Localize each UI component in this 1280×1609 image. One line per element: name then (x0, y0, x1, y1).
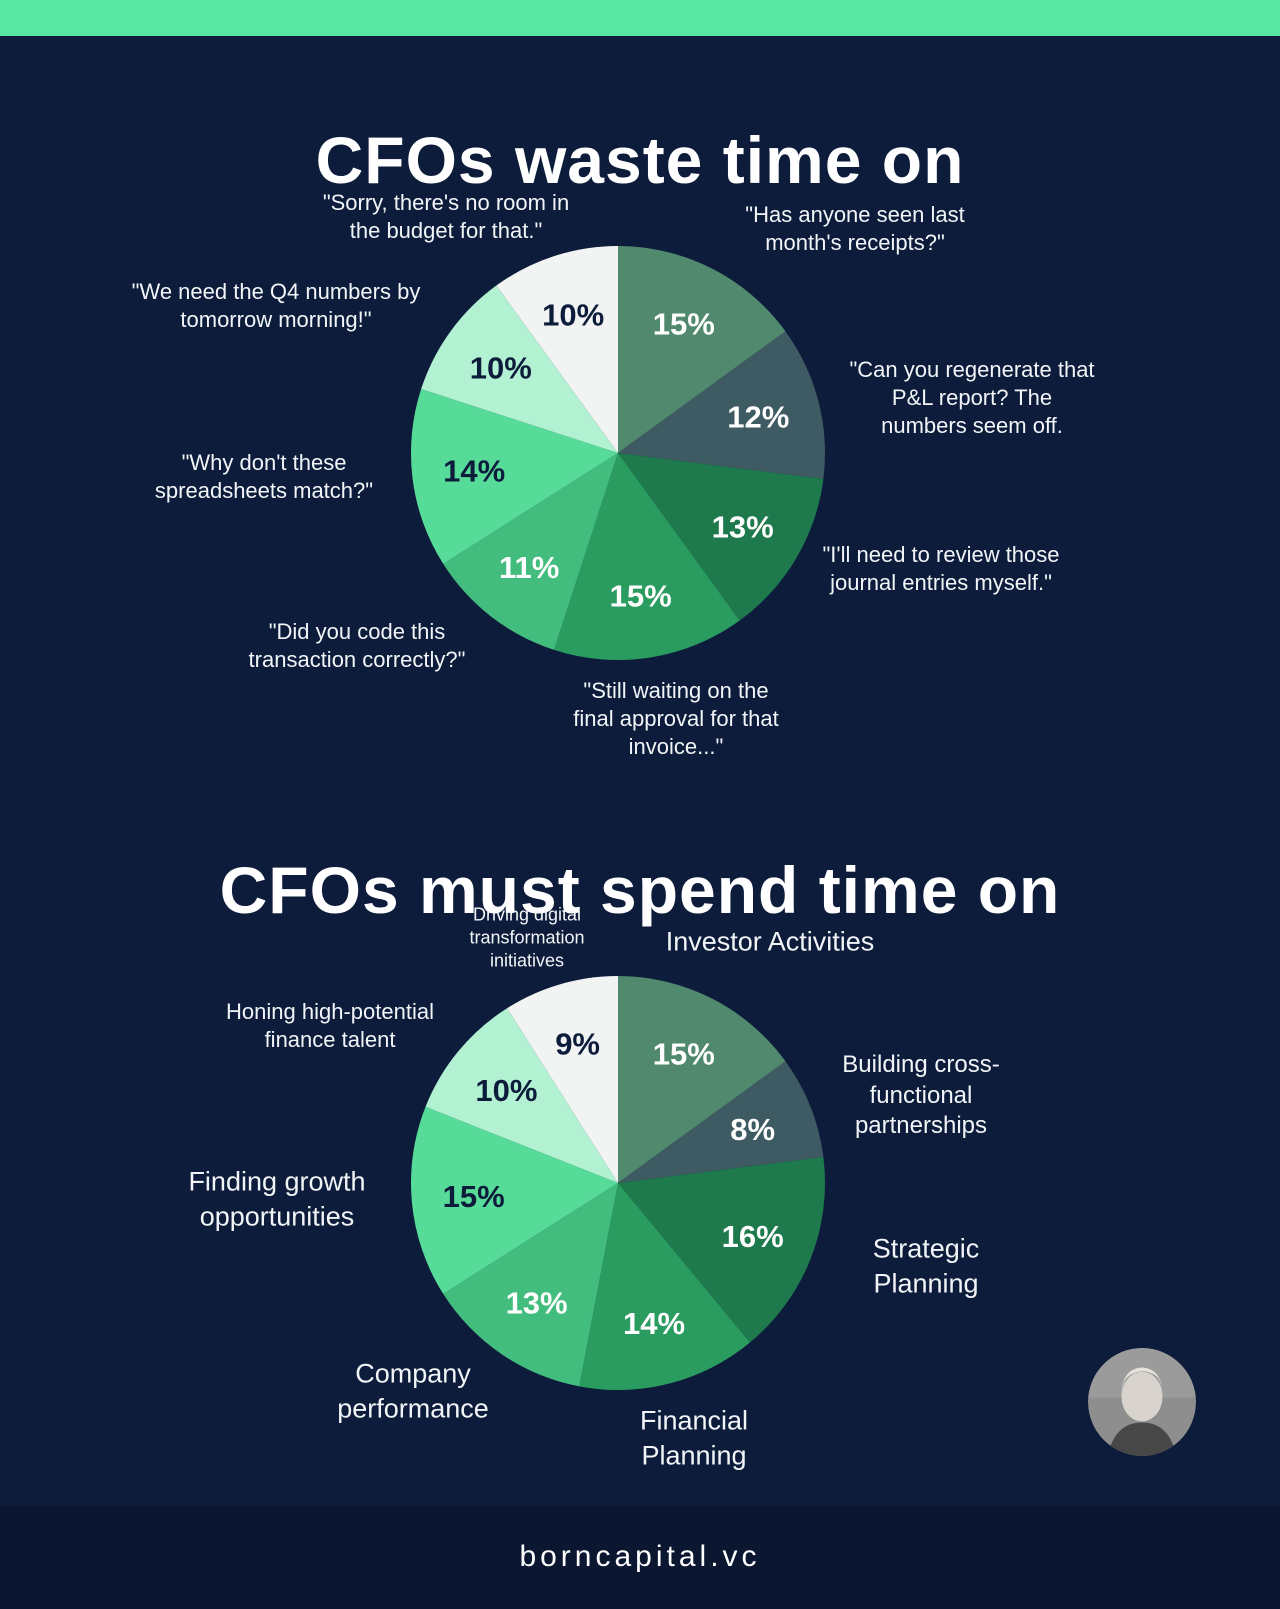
pie-chart-must-spend-time: 15% 8% 16% 14% 13% 15% 10% 9% (411, 976, 826, 1390)
title-must-spend-time: CFOs must spend time on (219, 853, 1061, 928)
author-avatar (1088, 1348, 1196, 1456)
pie-slice (425, 1008, 618, 1183)
pie-slice (618, 331, 826, 479)
chart2-label-talent: Honing high-potential finance talent (226, 998, 434, 1052)
pie-slice (443, 1183, 618, 1387)
pie-slice (579, 1183, 750, 1390)
pie-slice-percent-label: 15% (443, 1179, 505, 1214)
footer-bar: borncapital.vc (0, 1505, 1280, 1609)
pie-slice (410, 389, 618, 564)
author-portrait-image (1088, 1348, 1196, 1456)
chart2-label-strategic: Strategic Planning (872, 1233, 980, 1298)
chart2-label-digital: Driving digital transformation initiativ… (469, 904, 585, 971)
pie-slice (618, 976, 786, 1183)
pie-slice-percent-label: 10% (475, 1073, 537, 1108)
pie-slice (618, 1157, 826, 1343)
pie-slice-percent-label: 14% (623, 1306, 685, 1341)
pie-slice-percent-label: 16% (722, 1219, 784, 1254)
pie-slice-percent-label: 13% (506, 1285, 568, 1320)
chart2-label-partnerships: Building cross-functional partnerships (842, 1050, 1000, 1140)
chart1-label-receipts: "Has anyone seen last month's receipts?" (745, 201, 965, 255)
pie-slice-percent-label: 13% (712, 509, 774, 544)
chart2-label-financial: Financial Planning (639, 1405, 749, 1470)
chart1-label-transaction: "Did you code this transaction correctly… (248, 618, 466, 672)
pie-slice-percent-label: 12% (727, 400, 789, 435)
pie-slice (618, 1061, 824, 1183)
pie-slice-percent-label: 11% (499, 550, 559, 585)
chart1-label-invoice: "Still waiting on the final approval for… (573, 677, 779, 760)
pie-slice (507, 976, 618, 1183)
footer-url: borncapital.vc (519, 1540, 761, 1573)
pie-slice-percent-label: 9% (555, 1026, 600, 1061)
pie-chart-waste-time: 15% 12% 13% 15% 11% 14% 10% 10% (410, 246, 826, 661)
pie-slice (618, 453, 824, 621)
pie-slice-percent-label: 15% (653, 306, 715, 341)
chart2-label-performance: Company performance (337, 1358, 489, 1423)
pie-slice (443, 453, 618, 650)
chart1-label-journal: "I'll need to review those journal entri… (822, 541, 1060, 595)
pie-slice-percent-label: 14% (443, 454, 505, 489)
pie-slice (554, 453, 740, 661)
top-accent-bar (0, 0, 1280, 36)
pie-slice (496, 246, 618, 453)
pie-slice-percent-label: 15% (610, 579, 672, 614)
title-waste-time: CFOs waste time on (315, 123, 965, 198)
pie-slice-percent-label: 8% (730, 1112, 775, 1147)
pie-slice (618, 246, 786, 453)
chart1-label-pl-report: "Can you regenerate that P&L report? The… (849, 356, 1095, 439)
chart2-label-investor: Investor Activities (665, 926, 875, 957)
pie-slice-percent-label: 10% (542, 298, 604, 333)
chart1-label-spreadsheets: "Why don't these spreadsheets match?" (154, 449, 374, 503)
pie-slice (421, 285, 618, 453)
pie-slice (411, 1106, 618, 1294)
chart2-label-growth: Finding growth opportunities (188, 1166, 366, 1231)
chart1-label-budget: "Sorry, there's no room in the budget fo… (322, 189, 570, 243)
pie-slice-percent-label: 10% (470, 350, 532, 385)
chart1-label-q4-numbers: "We need the Q4 numbers by tomorrow morn… (131, 278, 421, 332)
pie-slice-percent-label: 15% (653, 1036, 715, 1071)
